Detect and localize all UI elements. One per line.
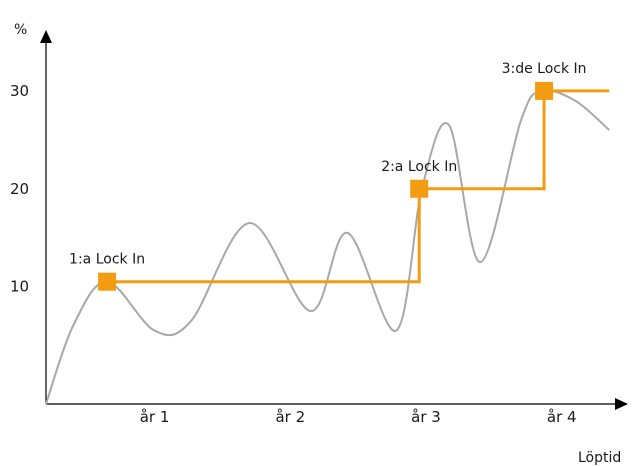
lock-in-step-line xyxy=(107,89,610,284)
lock-in-marker xyxy=(98,272,117,291)
lock-in-marker xyxy=(535,81,554,100)
axes: % Löptid xyxy=(14,22,628,466)
tick-labels: år 1 år 2 år 3 år 4 10 20 30 xyxy=(10,82,577,426)
x-axis-arrow-icon xyxy=(615,398,628,410)
x-tick-label: år 4 xyxy=(547,408,577,426)
y-axis-unit-label: % xyxy=(14,22,27,38)
y-axis-arrow-icon xyxy=(40,30,52,43)
x-tick-label: år 3 xyxy=(411,408,441,426)
y-tick-label: 30 xyxy=(10,82,29,100)
market-rate-line xyxy=(45,89,610,405)
lock-in-label: 2:a Lock In xyxy=(381,159,457,175)
y-tick-label: 20 xyxy=(10,180,29,198)
x-tick-label: år 2 xyxy=(275,408,305,426)
data-series xyxy=(45,89,610,405)
x-axis-title: Löptid xyxy=(578,450,621,466)
lock-in-label: 1:a Lock In xyxy=(69,252,145,268)
x-tick-label: år 1 xyxy=(140,408,170,426)
y-tick-label: 10 xyxy=(10,278,29,296)
annotations: 1:a Lock In 2:a Lock In 3:de Lock In xyxy=(69,61,587,291)
lock-in-label: 3:de Lock In xyxy=(502,61,587,77)
lock-in-marker xyxy=(410,179,429,198)
